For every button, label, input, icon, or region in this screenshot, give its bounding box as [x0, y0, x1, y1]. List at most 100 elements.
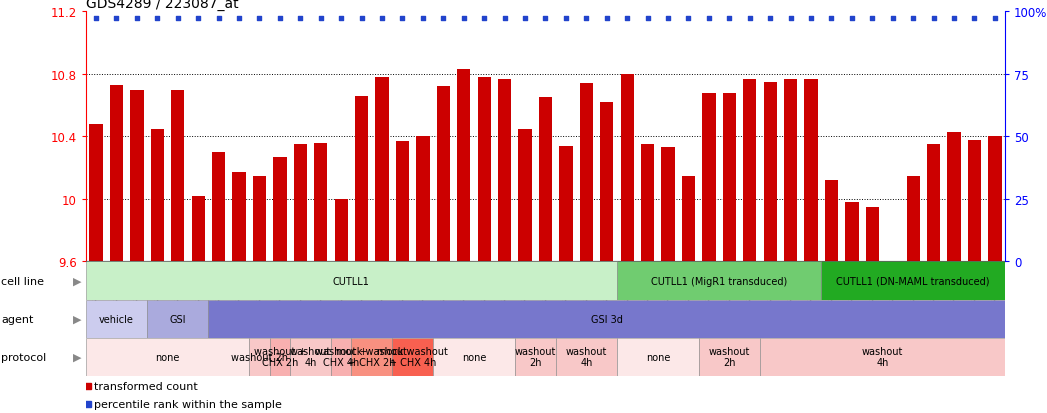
- Bar: [273, 157, 287, 262]
- Bar: [458, 70, 470, 262]
- Text: ▶: ▶: [73, 352, 82, 362]
- Bar: [580, 84, 593, 262]
- Bar: [698, 338, 760, 376]
- Text: mock washout
+ CHX 4h: mock washout + CHX 4h: [377, 346, 448, 368]
- Text: percentile rank within the sample: percentile rank within the sample: [94, 399, 283, 409]
- Text: agent: agent: [1, 314, 34, 324]
- Bar: [352, 338, 393, 376]
- Point: [945, 15, 962, 22]
- Bar: [437, 87, 450, 262]
- Point: [537, 15, 554, 22]
- Bar: [86, 300, 148, 338]
- Text: none: none: [462, 352, 486, 362]
- Point: [312, 15, 329, 22]
- Point: [170, 15, 186, 22]
- Bar: [559, 147, 573, 262]
- Point: [230, 15, 247, 22]
- Bar: [270, 338, 290, 376]
- Point: [782, 15, 799, 22]
- Bar: [498, 79, 511, 262]
- Point: [333, 15, 350, 22]
- Bar: [600, 103, 614, 262]
- Text: CUTLL1: CUTLL1: [333, 276, 370, 286]
- Point: [823, 15, 840, 22]
- Text: washout +
CHX 2h: washout + CHX 2h: [253, 346, 306, 368]
- Point: [640, 15, 656, 22]
- Point: [578, 15, 595, 22]
- Bar: [211, 153, 225, 262]
- Bar: [682, 176, 695, 262]
- Text: washout
4h: washout 4h: [565, 346, 607, 368]
- Bar: [396, 142, 409, 262]
- Bar: [290, 338, 331, 376]
- Text: none: none: [646, 352, 670, 362]
- Bar: [722, 93, 736, 262]
- Point: [905, 15, 921, 22]
- Point: [251, 15, 268, 22]
- Bar: [151, 129, 164, 262]
- Bar: [376, 78, 388, 262]
- Bar: [393, 338, 433, 376]
- Bar: [988, 137, 1002, 262]
- Bar: [253, 176, 266, 262]
- Text: GSI 3d: GSI 3d: [591, 314, 623, 324]
- Point: [864, 15, 881, 22]
- Text: GSI: GSI: [170, 314, 186, 324]
- Point: [88, 15, 105, 22]
- Point: [271, 15, 288, 22]
- Bar: [433, 338, 515, 376]
- Bar: [208, 300, 1005, 338]
- Bar: [845, 203, 859, 262]
- Bar: [641, 145, 654, 262]
- Point: [435, 15, 451, 22]
- Text: washout 2h: washout 2h: [231, 352, 288, 362]
- Bar: [335, 199, 348, 262]
- Bar: [86, 262, 617, 300]
- Bar: [518, 129, 532, 262]
- Point: [599, 15, 616, 22]
- Text: washout +
CHX 4h: washout + CHX 4h: [315, 346, 367, 368]
- Bar: [294, 145, 307, 262]
- Bar: [89, 125, 103, 262]
- Bar: [927, 145, 940, 262]
- Point: [292, 15, 309, 22]
- Bar: [539, 98, 552, 262]
- Bar: [556, 338, 617, 376]
- Point: [741, 15, 758, 22]
- Bar: [743, 79, 756, 262]
- Bar: [866, 207, 879, 262]
- Point: [374, 15, 391, 22]
- Point: [496, 15, 513, 22]
- Bar: [821, 262, 1005, 300]
- Text: GDS4289 / 223087_at: GDS4289 / 223087_at: [86, 0, 239, 12]
- Text: ▶: ▶: [73, 314, 82, 324]
- Bar: [825, 181, 838, 262]
- Point: [986, 15, 1003, 22]
- Point: [660, 15, 676, 22]
- Text: vehicle: vehicle: [99, 314, 134, 324]
- Bar: [417, 137, 429, 262]
- Point: [700, 15, 717, 22]
- Point: [681, 15, 697, 22]
- Bar: [86, 338, 249, 376]
- Bar: [763, 83, 777, 262]
- Point: [129, 15, 146, 22]
- Bar: [948, 133, 961, 262]
- Point: [475, 15, 492, 22]
- Point: [353, 15, 370, 22]
- Text: ▶: ▶: [73, 276, 82, 286]
- Point: [210, 15, 227, 22]
- Point: [803, 15, 820, 22]
- Bar: [967, 140, 981, 262]
- Text: protocol: protocol: [1, 352, 46, 362]
- Point: [190, 15, 206, 22]
- Text: transformed count: transformed count: [94, 381, 198, 391]
- Bar: [784, 79, 797, 262]
- Bar: [477, 78, 491, 262]
- Bar: [662, 148, 674, 262]
- Text: washout
2h: washout 2h: [514, 346, 556, 368]
- Point: [415, 15, 431, 22]
- Bar: [148, 300, 208, 338]
- Point: [885, 15, 901, 22]
- Text: CUTLL1 (DN-MAML transduced): CUTLL1 (DN-MAML transduced): [837, 276, 990, 286]
